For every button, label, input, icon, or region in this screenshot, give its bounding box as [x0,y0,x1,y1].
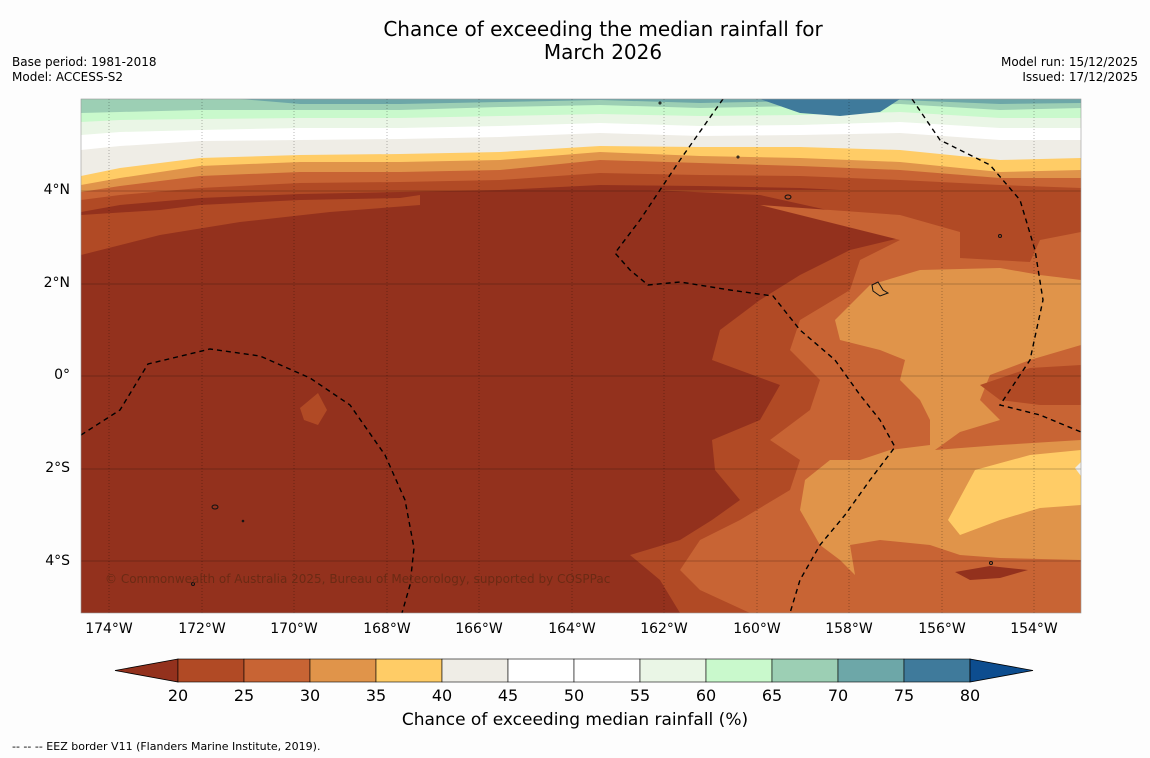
contour-40-45-east [948,450,1081,535]
colorbar-tick-label: 65 [761,686,783,705]
map-frame [80,98,1082,614]
contour-25-30-blob [300,393,327,425]
colorbar-segment [309,658,377,683]
lon-label-156w: 156°W [918,621,966,637]
meta-left: Base period: 1981-2018 Model: ACCESS-S2 [12,55,157,85]
meta-right: Model run: 15/12/2025 Issued: 17/12/2025 [1001,55,1138,85]
colorbar-tick-label: 45 [497,686,519,705]
colorbar-tick-label: 25 [233,686,255,705]
map-title-line1: Chance of exceeding the median rainfall … [383,17,823,41]
map-title-line2: March 2026 [543,40,663,64]
colorbar-extend-low [114,658,179,683]
lon-label-158w: 158°W [825,621,873,637]
base-period-text: Base period: 1981-2018 [12,55,157,69]
colorbar-tick-label: 50 [563,686,585,705]
contour-25-30-northwest [81,195,420,255]
lon-label-170w: 170°W [270,621,318,637]
lat-label-0: 0° [54,367,70,383]
copyright-notice: © Commonwealth of Australia 2025, Bureau… [105,572,611,586]
map-title: Chance of exceeding the median rainfall … [0,18,1150,64]
eez-borders [81,99,1081,613]
colorbar-tick-label: 60 [695,686,717,705]
lon-label-162w: 162°W [640,621,688,637]
contour-45-50-east [1075,462,1081,476]
colorbar-segment [639,658,707,683]
colorbar-segment [573,658,641,683]
lon-label-172w: 172°W [178,621,226,637]
colorbar-segment [375,658,443,683]
lon-label-160w: 160°W [733,621,781,637]
colorbar-segment [771,658,839,683]
model-text: Model: ACCESS-S2 [12,70,124,84]
colorbar-label: Chance of exceeding median rainfall (%) [401,710,749,730]
colorbar-segment [441,658,509,683]
islands [191,101,1002,586]
lon-label-154w: 154°W [1010,621,1058,637]
eez-border-central [614,99,896,613]
colorbar-tick-label: 75 [893,686,915,705]
latitude-lines [81,190,1081,562]
eez-border-east [911,99,1081,433]
colorbar-segment [507,658,575,683]
colorbar-tick-label: 35 [365,686,387,705]
colorbar-tick-label: 80 [959,686,981,705]
colorbar-tick-label: 40 [431,686,453,705]
lon-label-174w: 174°W [85,621,133,637]
lat-label-4s: 4°S [45,553,70,569]
colorbar-tick-label: 70 [827,686,849,705]
colorbar [114,658,1034,683]
lat-label-4n: 4°N [43,182,70,198]
lon-label-168w: 168°W [363,621,411,637]
colorbar-segment [243,658,311,683]
colorbar-tick-label: 20 [167,686,189,705]
colorbar-segment [177,658,245,683]
contour-20-25-pocket [955,566,1028,580]
issued-text: Issued: 17/12/2025 [1022,70,1138,84]
lon-label-166w: 166°W [455,621,503,637]
colorbar-tick-label: 30 [299,686,321,705]
colorbar-segment [903,658,971,683]
lat-label-2n: 2°N [43,275,70,291]
eez-footnote: -- -- -- EEZ border V11 (Flanders Marine… [12,740,321,753]
eez-border-west [81,348,415,613]
colorbar-extend-high [969,658,1034,683]
colorbar-tick-label: 55 [629,686,651,705]
rainfall-contours [81,99,1081,613]
colorbar-segment [837,658,905,683]
lat-label-2s: 2°S [45,460,70,476]
lon-label-164w: 164°W [548,621,596,637]
model-run-text: Model run: 15/12/2025 [1000,55,1138,69]
contour-25-30-pocket [980,365,1081,405]
colorbar-segment [705,658,773,683]
contour-75-80 [760,99,900,116]
